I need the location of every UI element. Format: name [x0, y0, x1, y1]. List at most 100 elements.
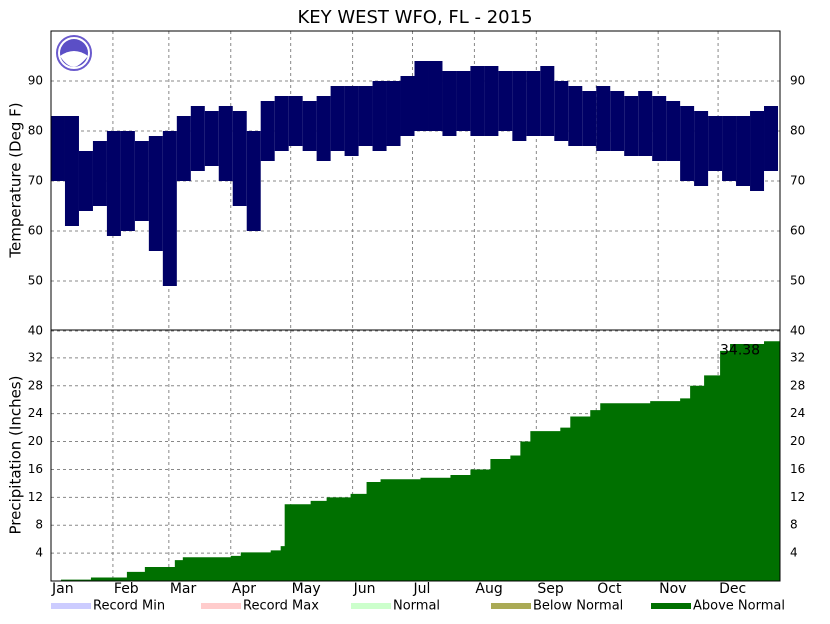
legend-swatch: [651, 603, 691, 609]
temp-bar: [232, 111, 247, 206]
temp-bar: [554, 81, 569, 141]
temp-bar: [162, 131, 177, 286]
x-tick-label: Apr: [232, 581, 256, 597]
y-tick-label: 12: [790, 490, 805, 504]
temp-bar: [750, 111, 765, 191]
legend-label: Above Normal: [693, 599, 785, 614]
temp-bar: [694, 111, 709, 186]
temp-bar: [610, 91, 625, 151]
temp-bar: [64, 116, 79, 226]
temp-bar: [736, 116, 751, 186]
temp-bar: [134, 141, 149, 221]
temp-bar: [666, 101, 681, 161]
annotation: 34.38: [720, 342, 760, 358]
temp-bar: [624, 96, 639, 156]
legend-swatch: [491, 603, 531, 609]
y-axis-label: Temperature (Deg F): [7, 102, 25, 258]
legend-label: Record Max: [243, 599, 319, 614]
y-tick-label: 4: [35, 546, 43, 560]
y-tick-label: 8: [790, 518, 798, 532]
x-tick-label: Feb: [114, 581, 139, 597]
legend-label: Below Normal: [533, 599, 623, 614]
temp-bar: [582, 91, 597, 146]
x-tick-label: Dec: [719, 581, 746, 597]
y-tick-label: 28: [790, 378, 805, 392]
x-tick-label: Oct: [597, 581, 622, 597]
temp-bar: [344, 86, 359, 156]
y-axis-label: Precipitation (Inches): [7, 376, 25, 535]
temp-bar: [120, 131, 135, 231]
y-tick-label: 24: [790, 406, 805, 420]
temp-bar: [260, 101, 275, 161]
x-tick-label: Mar: [170, 581, 197, 597]
temp-bar: [568, 86, 583, 146]
y-tick-label: 16: [28, 462, 43, 476]
temp-bar: [400, 76, 415, 136]
chart-title: KEY WEST WFO, FL - 2015: [297, 7, 532, 28]
temp-bar: [708, 116, 723, 171]
y-tick-label: 50: [790, 274, 805, 288]
temp-bar: [288, 96, 303, 146]
y-tick-label: 4: [790, 546, 798, 560]
y-tick-label: 24: [28, 406, 43, 420]
y-tick-label: 80: [28, 124, 43, 138]
temp-bar: [764, 106, 779, 171]
noaa-logo: [56, 35, 92, 71]
x-tick-label: Jan: [51, 581, 74, 597]
y-tick-label: 8: [35, 518, 43, 532]
temp-bar: [190, 106, 205, 171]
x-tick-label: Aug: [475, 581, 502, 597]
temp-bar: [204, 111, 219, 166]
temp-bar: [386, 81, 401, 146]
temp-bar: [638, 91, 653, 156]
temp-bar: [456, 71, 471, 131]
y-tick-label: 20: [28, 434, 43, 448]
temp-bar: [92, 141, 107, 206]
temp-bar: [442, 71, 457, 136]
x-tick-label: Jul: [413, 581, 431, 597]
y-tick-label: 16: [790, 462, 805, 476]
temp-bar: [302, 101, 317, 151]
temp-bar: [498, 71, 513, 131]
y-tick-label: 40: [28, 324, 43, 338]
legend-label: Normal: [393, 599, 440, 614]
y-tick-label: 90: [790, 74, 805, 88]
temp-bar: [316, 96, 331, 161]
y-tick-label: 80: [790, 124, 805, 138]
y-tick-label: 60: [28, 224, 43, 238]
temp-bar: [414, 61, 429, 131]
legend-swatch: [51, 603, 91, 609]
temp-bar: [218, 106, 233, 181]
temp-bar: [148, 136, 163, 251]
y-tick-label: 70: [28, 174, 43, 188]
x-tick-label: Nov: [659, 581, 686, 597]
y-tick-label: 40: [790, 324, 805, 338]
legend-label: Record Min: [93, 599, 165, 614]
temp-bar: [512, 71, 527, 141]
y-tick-label: 28: [28, 378, 43, 392]
temp-bar: [50, 116, 65, 181]
temp-bar: [358, 86, 373, 146]
temp-bar: [246, 131, 261, 231]
temp-bar: [722, 116, 737, 181]
legend-swatch: [351, 603, 391, 609]
y-tick-label: 20: [790, 434, 805, 448]
temp-bar: [540, 66, 555, 136]
temp-bar: [330, 86, 345, 151]
y-tick-label: 90: [28, 74, 43, 88]
temp-bar: [470, 66, 485, 136]
y-tick-label: 32: [28, 350, 43, 364]
temp-bar: [680, 106, 695, 181]
temp-bar: [526, 71, 541, 136]
temp-bar: [372, 81, 387, 151]
y-tick-label: 12: [28, 490, 43, 504]
temp-bar: [596, 86, 611, 151]
x-tick-label: Sep: [537, 581, 564, 597]
plot-frame: [50, 30, 781, 582]
temp-bar: [428, 61, 443, 131]
temp-bar: [652, 96, 667, 161]
temp-bar: [274, 96, 289, 151]
temp-bar: [78, 151, 93, 211]
y-tick-label: 60: [790, 224, 805, 238]
